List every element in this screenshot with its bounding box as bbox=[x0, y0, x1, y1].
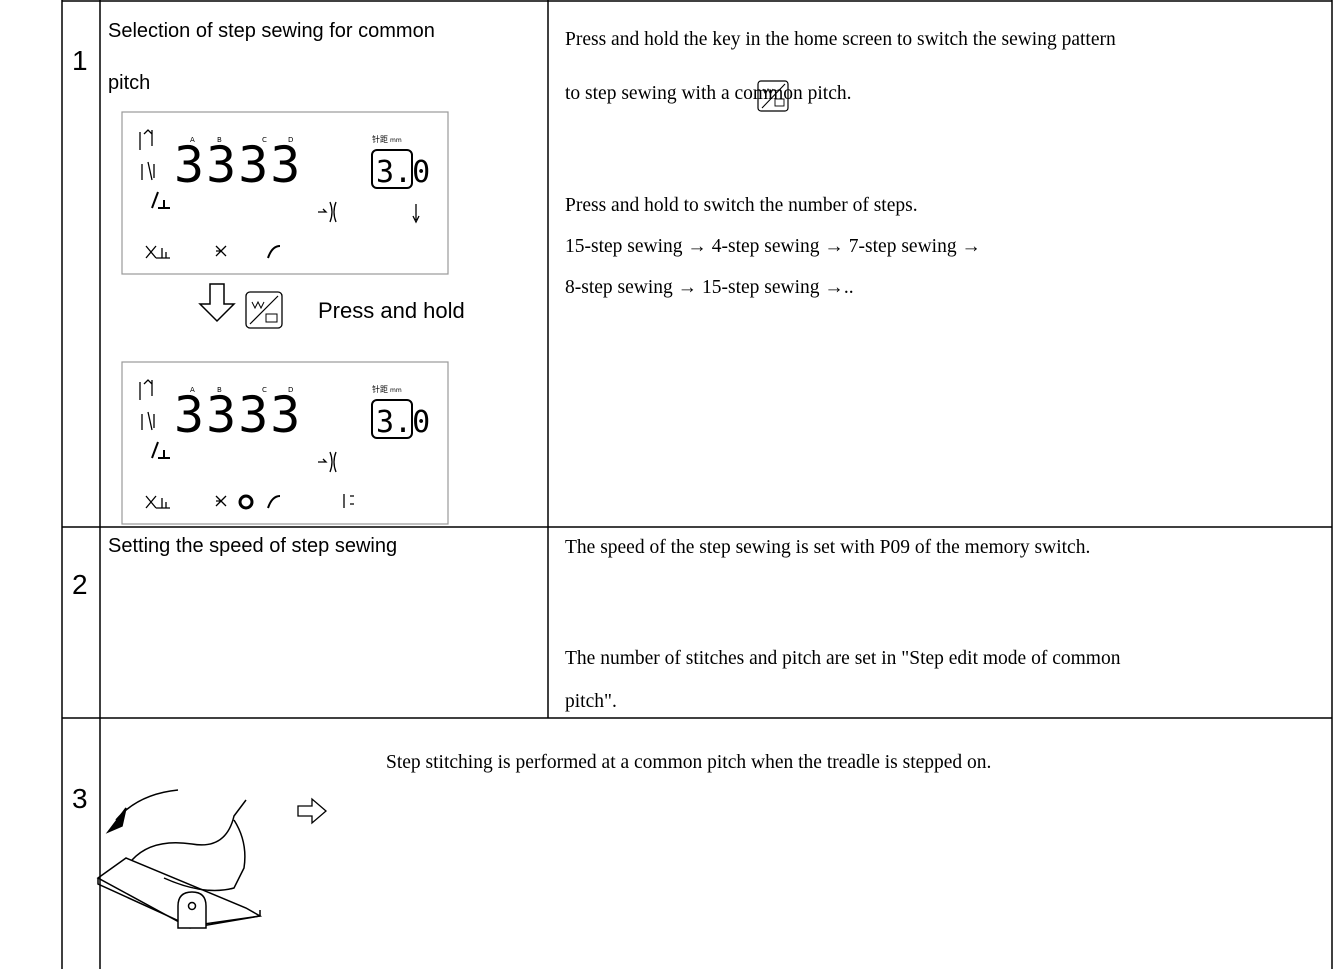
row-number: 1 bbox=[72, 45, 88, 76]
lcd-display: A B C D 针距 mm 3333 3.0 bbox=[121, 111, 449, 275]
lcd-icon bbox=[267, 495, 281, 509]
lcd-icon bbox=[318, 451, 337, 473]
action-label: Press and hold bbox=[318, 298, 465, 323]
lcd-icon bbox=[145, 245, 170, 259]
description-line: pitch". bbox=[565, 691, 617, 712]
lcd-icon bbox=[238, 494, 254, 510]
lcd-display: A B C D 针距 mm 3333 3.0 bbox=[121, 361, 449, 525]
lcd-label: A bbox=[190, 136, 195, 144]
lcd-icon bbox=[151, 441, 170, 459]
arrow-down bbox=[198, 283, 236, 323]
lcd-icon bbox=[412, 204, 420, 224]
lcd-icon bbox=[318, 201, 337, 223]
row-title: Setting the speed of step sewing bbox=[108, 535, 397, 557]
description-line: Press and hold the key in the home scree… bbox=[565, 29, 1116, 50]
key-icon bbox=[757, 80, 789, 112]
table-grid bbox=[61, 0, 1333, 969]
lcd-label: D bbox=[288, 136, 293, 144]
lcd-icon bbox=[139, 379, 155, 431]
lcd-icon bbox=[145, 495, 170, 509]
row-title: pitch bbox=[108, 72, 150, 94]
lcd-label: C bbox=[262, 386, 267, 394]
description-line: The number of stitches and pitch are set… bbox=[565, 648, 1121, 669]
description-line: to step sewing with a common pitch. bbox=[565, 83, 852, 104]
row-title: Selection of step sewing for common bbox=[108, 20, 435, 42]
description-line: 8-step sewing → 15-step sewing →.. bbox=[565, 277, 854, 298]
description-line: Press and hold to switch the number of s… bbox=[565, 195, 918, 216]
lcd-icon bbox=[215, 245, 227, 257]
lcd-frame bbox=[121, 361, 449, 525]
lcd-label: B bbox=[217, 136, 222, 144]
lcd-pitch-frame bbox=[371, 399, 413, 439]
lcd-label: mm bbox=[390, 387, 402, 394]
lcd-icon bbox=[267, 245, 281, 259]
description-line: The speed of the step sewing is set with… bbox=[565, 537, 1090, 558]
key-icon bbox=[245, 291, 283, 329]
lcd-icon bbox=[139, 129, 155, 181]
lcd-label: C bbox=[262, 136, 267, 144]
lcd-label: 针距 bbox=[372, 134, 388, 144]
lcd-icon bbox=[151, 191, 170, 209]
lcd-label: mm bbox=[390, 137, 402, 144]
row-number: 2 bbox=[72, 569, 88, 600]
lcd-icon bbox=[215, 495, 227, 507]
lcd-pitch: 3.0 bbox=[376, 155, 430, 190]
treadle-illustration bbox=[96, 789, 327, 929]
lcd-label: B bbox=[217, 386, 222, 394]
lcd-digits: 3333 bbox=[174, 386, 302, 444]
lcd-label: 针距 bbox=[372, 384, 388, 394]
lcd-pitch: 3.0 bbox=[376, 405, 430, 440]
lcd-digits: 3333 bbox=[174, 136, 302, 194]
row-number: 3 bbox=[72, 783, 88, 814]
lcd-icon bbox=[343, 494, 354, 508]
lcd-label: D bbox=[288, 386, 293, 394]
lcd-pitch-frame bbox=[371, 149, 413, 189]
lcd-frame bbox=[121, 111, 449, 275]
description-line: Step stitching is performed at a common … bbox=[386, 752, 991, 773]
description-line: 15-step sewing → 4-step sewing → 7-step … bbox=[565, 236, 981, 257]
lcd-label: A bbox=[190, 386, 195, 394]
